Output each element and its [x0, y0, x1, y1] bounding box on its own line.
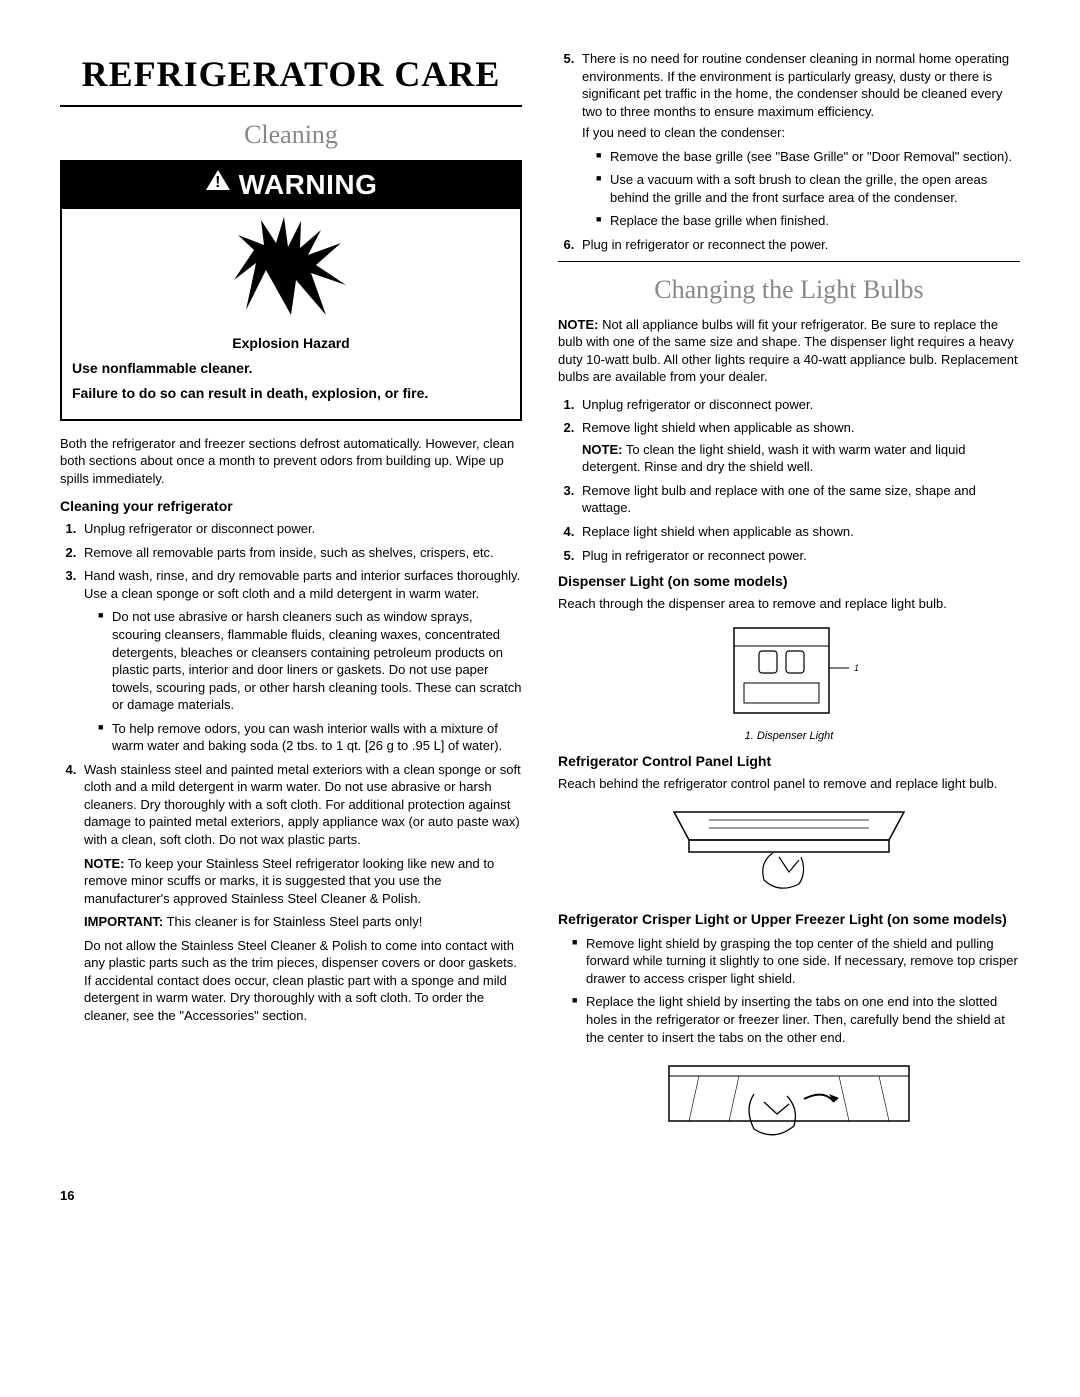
divider [558, 261, 1020, 262]
svg-text:1: 1 [854, 663, 859, 673]
warning-header: ! WARNING [62, 162, 520, 210]
crisper-bullets: Remove light shield by grasping the top … [558, 935, 1020, 1046]
step: There is no need for routine condenser c… [578, 50, 1020, 230]
warning-line: Failure to do so can result in death, ex… [72, 384, 510, 403]
step: Remove light bulb and replace with one o… [578, 482, 1020, 517]
right-column: There is no need for routine condenser c… [558, 50, 1020, 1157]
explosion-icon [62, 209, 520, 332]
step: Plug in refrigerator or reconnect power. [578, 547, 1020, 565]
bullet: Remove light shield by grasping the top … [572, 935, 1020, 988]
step: Remove light shield when applicable as s… [578, 419, 1020, 476]
bullet: To help remove odors, you can wash inter… [98, 720, 522, 755]
step: Replace light shield when applicable as … [578, 523, 1020, 541]
bullet: Replace the light shield by inserting th… [572, 993, 1020, 1046]
control-figure [558, 802, 1020, 902]
bulb-steps: Unplug refrigerator or disconnect power.… [558, 396, 1020, 564]
subhead-dispenser: Dispenser Light (on some models) [558, 572, 1020, 591]
step-important: IMPORTANT: This cleaner is for Stainless… [84, 913, 522, 931]
figure-caption: 1. Dispenser Light [558, 729, 1020, 744]
dispenser-figure: 1 1. Dispenser Light [558, 623, 1020, 744]
step: Hand wash, rinse, and dry removable part… [80, 567, 522, 754]
step: Unplug refrigerator or disconnect power. [578, 396, 1020, 414]
page-number: 16 [60, 1187, 1020, 1205]
intro-text: Both the refrigerator and freezer sectio… [60, 435, 522, 488]
hazard-label: Explosion Hazard [72, 334, 510, 353]
page-title: REFRIGERATOR CARE [60, 50, 522, 99]
bullet: Do not use abrasive or harsh cleaners su… [98, 608, 522, 713]
step-intro: If you need to clean the condenser: [582, 124, 1020, 142]
bullet: Replace the base grille when finished. [596, 212, 1020, 230]
cleaning-steps: Unplug refrigerator or disconnect power.… [60, 520, 522, 1024]
step-note: NOTE: To keep your Stainless Steel refri… [84, 855, 522, 908]
subhead-crisper: Refrigerator Crisper Light or Upper Free… [558, 910, 1020, 929]
bullet: Remove the base grille (see "Base Grille… [596, 148, 1020, 166]
dispenser-text: Reach through the dispenser area to remo… [558, 595, 1020, 613]
step: Unplug refrigerator or disconnect power. [80, 520, 522, 538]
step-bullets: Do not use abrasive or harsh cleaners su… [84, 608, 522, 754]
step: Wash stainless steel and painted metal e… [80, 761, 522, 1025]
subhead-control: Refrigerator Control Panel Light [558, 752, 1020, 771]
divider [60, 105, 522, 107]
step-bullets: Remove the base grille (see "Base Grille… [582, 148, 1020, 230]
step: Remove all removable parts from inside, … [80, 544, 522, 562]
step-note: NOTE: To clean the light shield, wash it… [582, 441, 1020, 476]
bulbs-note: NOTE: Not all appliance bulbs will fit y… [558, 316, 1020, 386]
bullet: Use a vacuum with a soft brush to clean … [596, 171, 1020, 206]
warning-box: ! WARNING Explosion Hazard Use nonflamma… [60, 160, 522, 421]
step-para: Do not allow the Stainless Steel Cleaner… [84, 937, 522, 1025]
subhead-cleaning: Cleaning your refrigerator [60, 497, 522, 516]
cleaning-steps-cont: There is no need for routine condenser c… [558, 50, 1020, 253]
crisper-figure [558, 1054, 1020, 1149]
warning-text: Explosion Hazard Use nonflammable cleane… [62, 332, 520, 419]
svg-text:!: ! [215, 174, 221, 191]
control-text: Reach behind the refrigerator control pa… [558, 775, 1020, 793]
section-title-bulbs: Changing the Light Bulbs [558, 272, 1020, 307]
warning-label: WARNING [239, 166, 378, 204]
step: Plug in refrigerator or reconnect the po… [578, 236, 1020, 254]
section-title-cleaning: Cleaning [60, 117, 522, 152]
warning-triangle-icon: ! [205, 169, 231, 199]
warning-line: Use nonflammable cleaner. [72, 359, 510, 378]
left-column: REFRIGERATOR CARE Cleaning ! WARNING Exp [60, 50, 522, 1157]
